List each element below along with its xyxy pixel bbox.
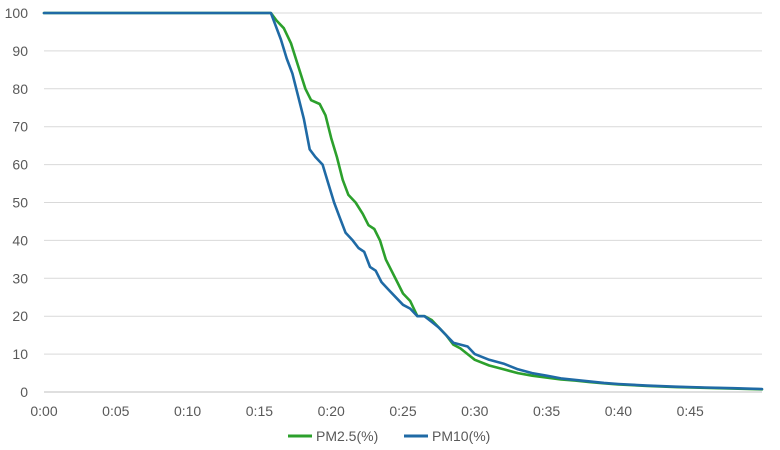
x-tick-label: 0:20 [318,403,345,419]
legend: PM2.5(%) PM10(%) [288,428,490,444]
y-tick-label: 60 [12,157,28,173]
x-tick-label: 0:30 [461,403,488,419]
x-tick-label: 0:00 [30,403,57,419]
y-tick-label: 10 [12,346,28,362]
y-tick-label: 30 [12,270,28,286]
x-axis-tick-labels: 0:00 0:05 0:10 0:15 0:20 0:25 0:30 0:35 0:40 0:45 [30,403,704,419]
series-line-pm10 [42,11,764,391]
legend-label: PM10(%) [432,428,490,444]
y-tick-label: 50 [12,195,28,211]
y-tick-label: 20 [12,308,28,324]
y-tick-label: 40 [12,232,28,248]
x-tick-label: 0:10 [174,403,201,419]
y-tick-label: 70 [12,119,28,135]
x-tick-label: 0:15 [246,403,273,419]
x-tick-label: 0:45 [677,403,704,419]
legend-label: PM2.5(%) [316,428,378,444]
y-tick-label: 0 [20,384,28,400]
y-axis-tick-labels: 0 10 20 30 40 50 60 70 80 90 100 [5,5,29,400]
x-tick-label: 0:35 [533,403,560,419]
x-tick-label: 0:25 [389,403,416,419]
series-line-pm25 [42,11,764,391]
y-tick-label: 90 [12,43,28,59]
y-tick-label: 80 [12,81,28,97]
series-lines [42,11,764,391]
x-tick-label: 0:05 [102,403,129,419]
gridlines [44,12,762,355]
y-tick-label: 100 [5,5,29,21]
x-tick-label: 0:40 [605,403,632,419]
